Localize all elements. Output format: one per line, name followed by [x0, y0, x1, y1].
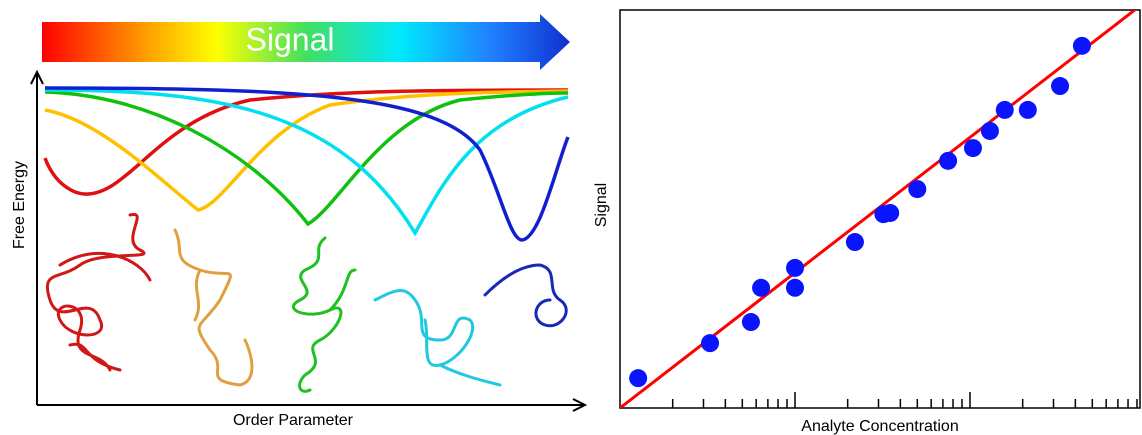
protein: [173, 228, 254, 387]
energy-curve: [44, 89, 569, 212]
energy-curve: [44, 90, 569, 227]
plot-frame: [619, 9, 1141, 409]
protein: [373, 289, 502, 387]
data-point: [995, 100, 1014, 119]
x-axis-label: Order Parameter: [233, 412, 354, 429]
energy-curve: [43, 88, 569, 196]
data-point: [939, 151, 958, 170]
data-point: [1072, 36, 1091, 55]
data-point: [881, 203, 900, 222]
protein: [483, 263, 568, 328]
plot-area: [620, 10, 1138, 408]
data-point: [908, 180, 927, 199]
x-axis-label: Analyte Concentration: [801, 418, 958, 435]
arrow-label: Signal: [246, 21, 335, 57]
protein: [45, 213, 152, 372]
y-axis-label: Signal: [593, 183, 610, 227]
left-axes: [30, 69, 588, 412]
data-point: [1051, 77, 1070, 96]
fit-line: [620, 10, 1138, 408]
data-point: [963, 139, 982, 158]
data-point: [1018, 100, 1037, 119]
y-axis-label: Free Energy: [11, 161, 28, 249]
data-point: [701, 334, 720, 353]
data-point: [845, 233, 864, 252]
protein: [291, 236, 357, 393]
data-point: [629, 369, 648, 388]
data-point: [786, 278, 804, 297]
data-point: [786, 258, 804, 277]
data-point: [980, 121, 999, 140]
energy-curve: [44, 88, 569, 237]
data-point: [741, 313, 760, 332]
data-point: [752, 278, 771, 297]
energy-curve: [44, 86, 570, 242]
signal-arrow: [42, 14, 570, 70]
